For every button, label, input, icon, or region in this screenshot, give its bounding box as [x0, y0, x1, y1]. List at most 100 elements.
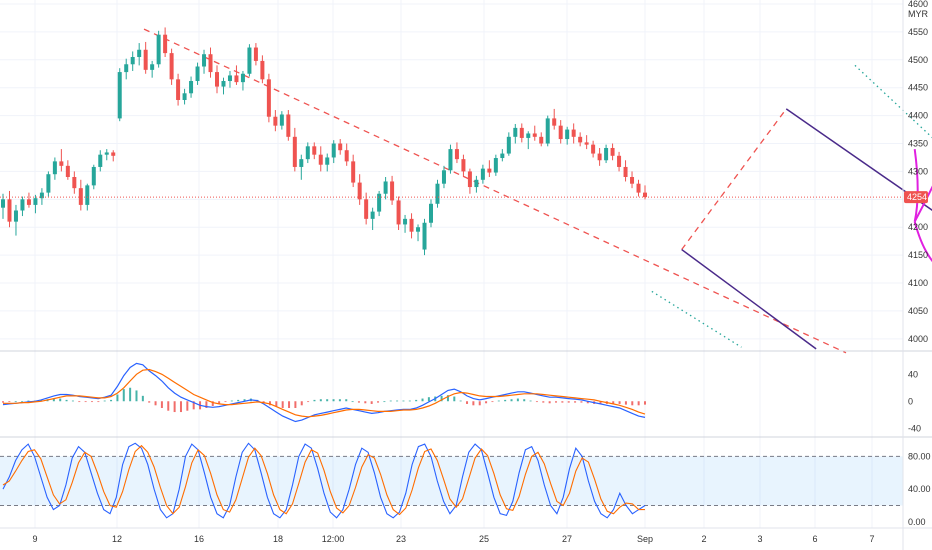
macd-histogram-bar — [338, 399, 341, 402]
candle-body — [571, 129, 576, 137]
macd-tick-label: 0 — [908, 396, 913, 406]
trendline-channel-upper[interactable] — [785, 108, 932, 254]
macd-pane[interactable] — [2, 362, 646, 423]
candle-body — [448, 149, 453, 171]
candle-body — [215, 72, 219, 87]
macd-histogram-bar — [224, 401, 227, 403]
macd-histogram-bar — [402, 400, 405, 402]
macd-histogram-bar — [440, 395, 443, 402]
macd-histogram-bar — [351, 401, 354, 403]
price-tick-label: 4050 — [908, 306, 928, 316]
price-scale[interactable]: 4000405041004150420042504300435044004450… — [902, 0, 931, 550]
candle-body — [266, 79, 271, 117]
macd-histogram-bar — [294, 401, 297, 408]
macd-histogram-bar — [357, 401, 360, 403]
macd-histogram-bar — [186, 401, 189, 411]
macd-histogram-bar — [288, 401, 291, 408]
candle-body — [610, 147, 615, 156]
stochrsi-d-line — [2, 444, 645, 516]
candle-body — [33, 198, 38, 205]
macd-histogram-bar — [97, 401, 100, 403]
candle-body — [117, 72, 122, 119]
trendline-dotted-mid[interactable] — [854, 64, 932, 196]
candle-body — [526, 133, 531, 138]
candle-body — [429, 203, 433, 223]
trendline-channel-lower[interactable] — [681, 248, 817, 350]
candle-body — [13, 210, 18, 222]
candle-body — [299, 159, 304, 167]
macd-histogram-bar — [523, 399, 526, 402]
trendline-ascending-dashed[interactable] — [681, 108, 787, 250]
candle-body — [325, 157, 330, 165]
candle-body — [584, 142, 589, 145]
candle-body — [91, 166, 96, 186]
time-tick-label: 12:00 — [322, 534, 345, 544]
macd-histogram-bar — [27, 400, 30, 402]
macd-histogram-bar — [491, 401, 494, 403]
candle-body — [26, 199, 31, 205]
last-price-tag-bg — [904, 191, 928, 204]
candle-body — [234, 75, 239, 83]
price-tick-label: 4150 — [908, 250, 928, 260]
candle-body — [506, 136, 511, 154]
macd-histogram-bar — [586, 401, 589, 404]
projection-down-arrow[interactable] — [913, 221, 932, 275]
macd-histogram-bar — [40, 399, 43, 402]
candle-body — [7, 199, 12, 222]
trendlines[interactable] — [143, 1, 932, 354]
stochrsi-pane[interactable] — [0, 442, 903, 519]
macd-histogram-bar — [345, 399, 348, 402]
candle-body — [597, 153, 602, 161]
macd-histogram-bar — [2, 401, 4, 403]
macd-histogram-bar — [14, 401, 17, 403]
time-tick-label: 12 — [112, 534, 122, 544]
macd-histogram-bar — [472, 401, 475, 406]
candle-body — [338, 143, 343, 151]
candlesticks — [1, 27, 647, 256]
candle-body — [370, 211, 375, 219]
time-scale[interactable]: 9 12 16 18 12:00 23 25 27 Sep 2 3 6 7 — [0, 527, 932, 544]
macd-histogram-bar — [110, 399, 113, 402]
candle-body — [565, 129, 570, 140]
projection-return-curve[interactable] — [913, 148, 919, 222]
candle-body — [46, 174, 51, 193]
candle-body — [253, 47, 258, 61]
macd-histogram-bar — [21, 401, 24, 403]
candle-body — [260, 60, 265, 80]
macd-histogram-bar — [618, 401, 621, 404]
trendline-descending-midline[interactable] — [143, 28, 847, 354]
candle-body — [643, 192, 647, 198]
candle-body — [493, 158, 498, 173]
candle-body — [130, 57, 135, 65]
candle-body — [208, 54, 213, 73]
candle-body — [202, 54, 207, 67]
macd-histogram-bar — [364, 401, 367, 404]
price-pane[interactable] — [0, 0, 932, 528]
macd-histogram-bar — [326, 399, 329, 402]
price-tick-label: 4550 — [908, 27, 928, 37]
macd-histogram-bar — [370, 401, 373, 404]
candle-body — [422, 222, 427, 250]
projection-arrows[interactable] — [913, 118, 932, 276]
candle-body — [137, 49, 142, 58]
stochrsi-k-line — [2, 442, 646, 519]
macd-histogram-bar — [313, 399, 316, 402]
projection-up-arrow[interactable] — [913, 118, 932, 223]
macd-histogram-bar — [8, 401, 11, 403]
candle-body — [513, 127, 518, 137]
candle-body — [344, 150, 349, 162]
macd-histogram-bar — [599, 401, 602, 404]
price-tick-label: 4300 — [908, 166, 928, 176]
macd-histogram-bar — [90, 401, 93, 403]
candle-body — [416, 227, 421, 232]
macd-histogram-bar — [408, 400, 411, 402]
macd-histogram-bar — [116, 394, 119, 402]
macd-histogram — [2, 387, 646, 413]
time-tick-label: 6 — [812, 534, 817, 544]
macd-histogram-bar — [84, 401, 87, 403]
macd-histogram-bar — [624, 401, 627, 405]
macd-histogram-bar — [148, 401, 151, 403]
candle-body — [240, 73, 245, 83]
candle-body — [305, 146, 310, 160]
